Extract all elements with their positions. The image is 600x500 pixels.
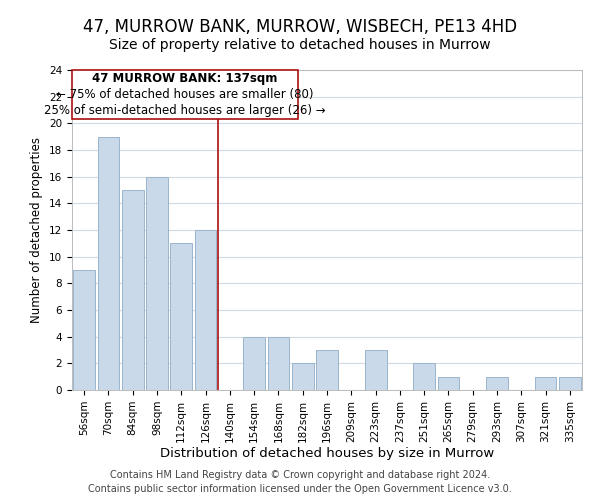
Text: ← 75% of detached houses are smaller (80): ← 75% of detached houses are smaller (80… (56, 88, 314, 101)
Bar (97, 136, 119, 390)
Text: Size of property relative to detached houses in Murrow: Size of property relative to detached ho… (109, 38, 491, 52)
Text: 47, MURROW BANK, MURROW, WISBECH, PE13 4HD: 47, MURROW BANK, MURROW, WISBECH, PE13 4… (83, 18, 517, 36)
Text: 25% of semi-detached houses are larger (26) →: 25% of semi-detached houses are larger (… (44, 104, 326, 117)
X-axis label: Distribution of detached houses by size in Murrow: Distribution of detached houses by size … (160, 448, 494, 460)
Bar (559, 376, 581, 390)
Bar (146, 176, 168, 390)
Bar (292, 364, 314, 390)
Y-axis label: Number of detached properties: Number of detached properties (31, 137, 43, 323)
Text: 47 MURROW BANK: 137sqm: 47 MURROW BANK: 137sqm (92, 72, 278, 86)
Bar (535, 376, 556, 390)
Bar (194, 230, 217, 390)
Bar (365, 350, 386, 390)
Bar (413, 364, 435, 390)
Bar (170, 244, 192, 390)
Bar (122, 190, 143, 390)
Text: Contains HM Land Registry data © Crown copyright and database right 2024.
Contai: Contains HM Land Registry data © Crown c… (88, 470, 512, 494)
Bar (437, 376, 460, 390)
Bar (486, 376, 508, 390)
Bar (243, 336, 265, 390)
FancyBboxPatch shape (72, 70, 298, 119)
Bar (316, 350, 338, 390)
Bar (73, 270, 95, 390)
Bar (268, 336, 289, 390)
